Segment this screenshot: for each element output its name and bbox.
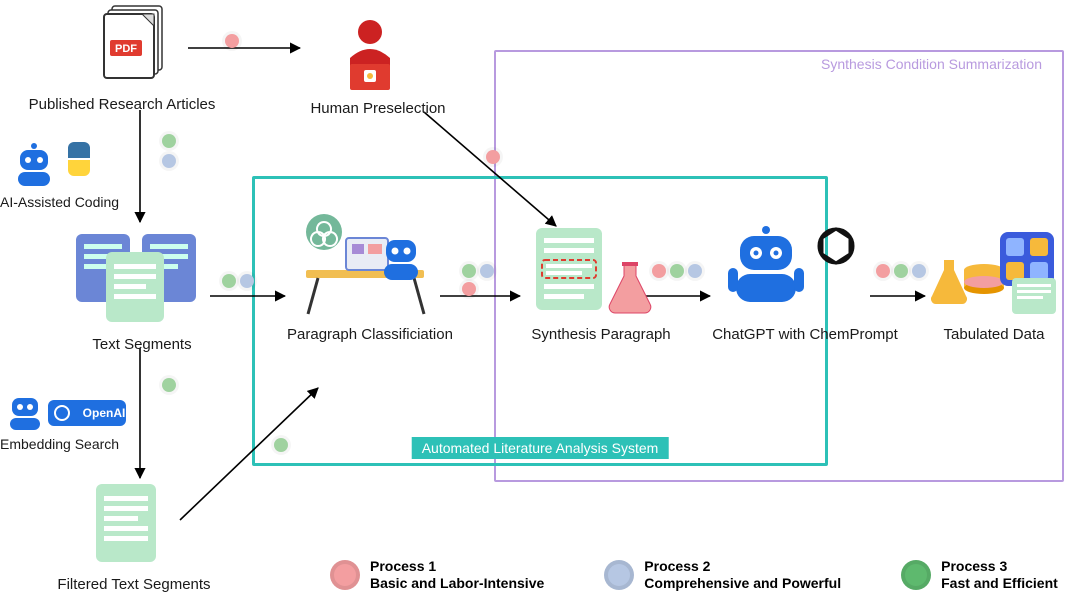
process-dot [162,154,176,168]
tabdata-label: Tabulated Data [924,326,1064,343]
process-dot [162,134,176,148]
process-dot [876,264,890,278]
coding-label: AI-Assisted Coding [0,194,140,210]
textseg-label: Text Segments [72,336,212,353]
process-dot [670,264,684,278]
legend-process-1: Process 1 Basic and Labor-Intensive [330,558,544,592]
svg-text:OpenAI: OpenAI [83,406,126,420]
legend-dot-1 [330,560,360,590]
legend-sub-1: Basic and Labor-Intensive [370,575,544,592]
legend-sub-3: Fast and Efficient [941,575,1058,592]
filtered-doc-icon [88,480,168,575]
pdf-doc-icon: PDF [86,4,176,95]
tabulated-data-icon [930,226,1060,325]
filtered-label: Filtered Text Segments [44,576,224,593]
process-dot [486,150,500,164]
legend-title-2: Process 2 [644,558,841,575]
legend-dot-2 [604,560,634,590]
human-label: Human Preselection [298,100,458,117]
arrow-human-to-synth [424,112,556,226]
synthpara-label: Synthesis Paragraph [516,326,686,343]
svg-text:PDF: PDF [115,43,137,55]
legend-process-3: Process 3 Fast and Efficient [901,558,1058,592]
process-dot [240,274,254,288]
legend-sub-2: Comprehensive and Powerful [644,575,841,592]
synthesis-paragraph-icon [528,224,658,325]
pdf-label: Published Research Articles [22,96,222,113]
legend: Process 1 Basic and Labor-Intensive Proc… [330,558,1070,592]
paraclass-label: Paragraph Classificiation [270,326,470,343]
process-dot [225,34,239,48]
process-dot [912,264,926,278]
process-dot [162,378,176,392]
legend-process-2: Process 2 Comprehensive and Powerful [604,558,841,592]
legend-title-3: Process 3 [941,558,1058,575]
process-dot [462,264,476,278]
process-dot [480,264,494,278]
embedding-search-icon: OpenAI [8,388,138,441]
chatgpt-chemprompt-icon [720,214,870,323]
process-dot [274,438,288,452]
process-dot [652,264,666,278]
legend-title-1: Process 1 [370,558,544,575]
process-dot [894,264,908,278]
process-dot [222,274,236,288]
legend-dot-3 [901,560,931,590]
embed-label: Embedding Search [0,436,150,452]
robot-python-icon [12,138,102,199]
paragraph-classification-icon [288,210,448,325]
process-dot [462,282,476,296]
human-icon [320,14,420,105]
process-dot [688,264,702,278]
chatgpt-label: ChatGPT with ChemPrompt [700,326,910,343]
text-segments-icon [62,228,212,329]
arrow-filtered-to-paraclass [180,388,318,520]
diagram-canvas: Synthesis Condition Summarization Automa… [0,0,1080,612]
